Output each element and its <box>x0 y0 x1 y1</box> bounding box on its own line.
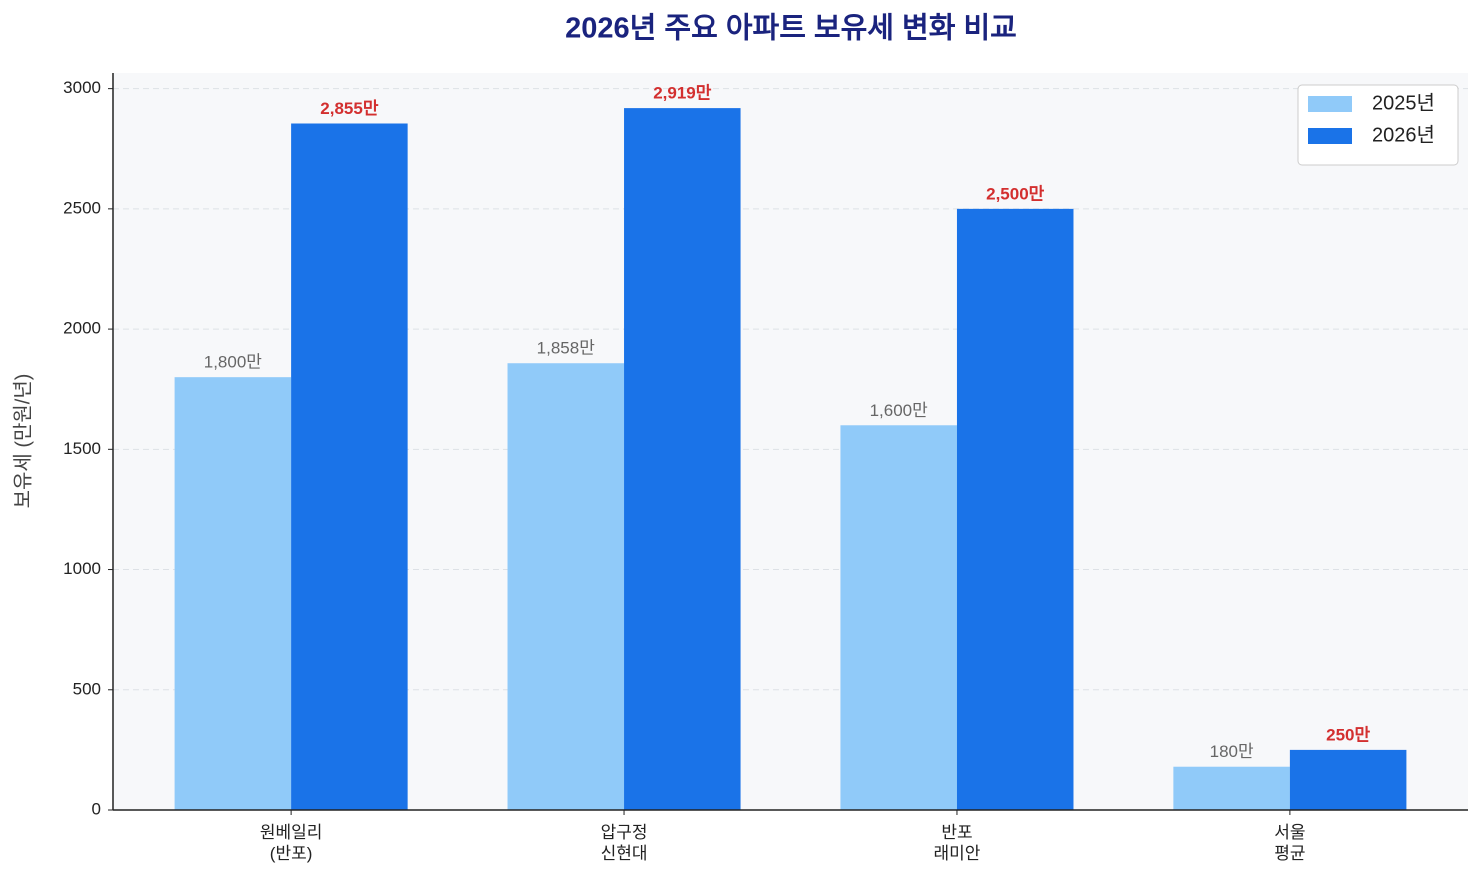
bar <box>840 425 957 810</box>
y-tick-label: 3000 <box>63 78 101 97</box>
value-label: 1,858만 <box>537 339 596 358</box>
x-tick-label: 반포 래미안 <box>933 823 981 863</box>
y-axis-label: 보유세 (만원/년) <box>11 374 34 509</box>
legend-label: 2025년 <box>1372 91 1435 114</box>
value-label: 1,600만 <box>870 401 929 420</box>
bar <box>174 377 292 810</box>
legend-swatch <box>1308 128 1352 144</box>
y-tick-label: 2500 <box>63 198 101 217</box>
bar <box>1289 749 1407 810</box>
y-tick-label: 2000 <box>63 319 101 338</box>
bar <box>624 108 741 810</box>
x-tick-label: 원베일리 (반포) <box>259 823 323 863</box>
value-label: 1,800만 <box>204 353 263 372</box>
value-label: 2,500만 <box>986 184 1045 203</box>
bar <box>1173 766 1290 810</box>
y-tick-label: 1500 <box>63 439 101 458</box>
y-tick-label: 0 <box>92 799 101 818</box>
y-tick-label: 500 <box>73 679 101 698</box>
bar <box>507 363 625 810</box>
value-label: 250만 <box>1326 725 1370 744</box>
bar <box>291 123 408 811</box>
legend-label: 2026년 <box>1372 123 1435 146</box>
value-label: 2,919만 <box>653 84 712 103</box>
value-label: 180만 <box>1210 742 1254 761</box>
x-tick-label: 압구정 신현대 <box>600 823 648 863</box>
value-label: 2,855만 <box>320 99 379 118</box>
bar <box>956 208 1074 810</box>
x-tick-label: 서울 평균 <box>1274 823 1306 863</box>
chart-title: 2026년 주요 아파트 보유세 변화 비교 <box>565 12 1017 45</box>
legend-swatch <box>1308 96 1352 112</box>
y-tick-label: 1000 <box>63 559 101 578</box>
